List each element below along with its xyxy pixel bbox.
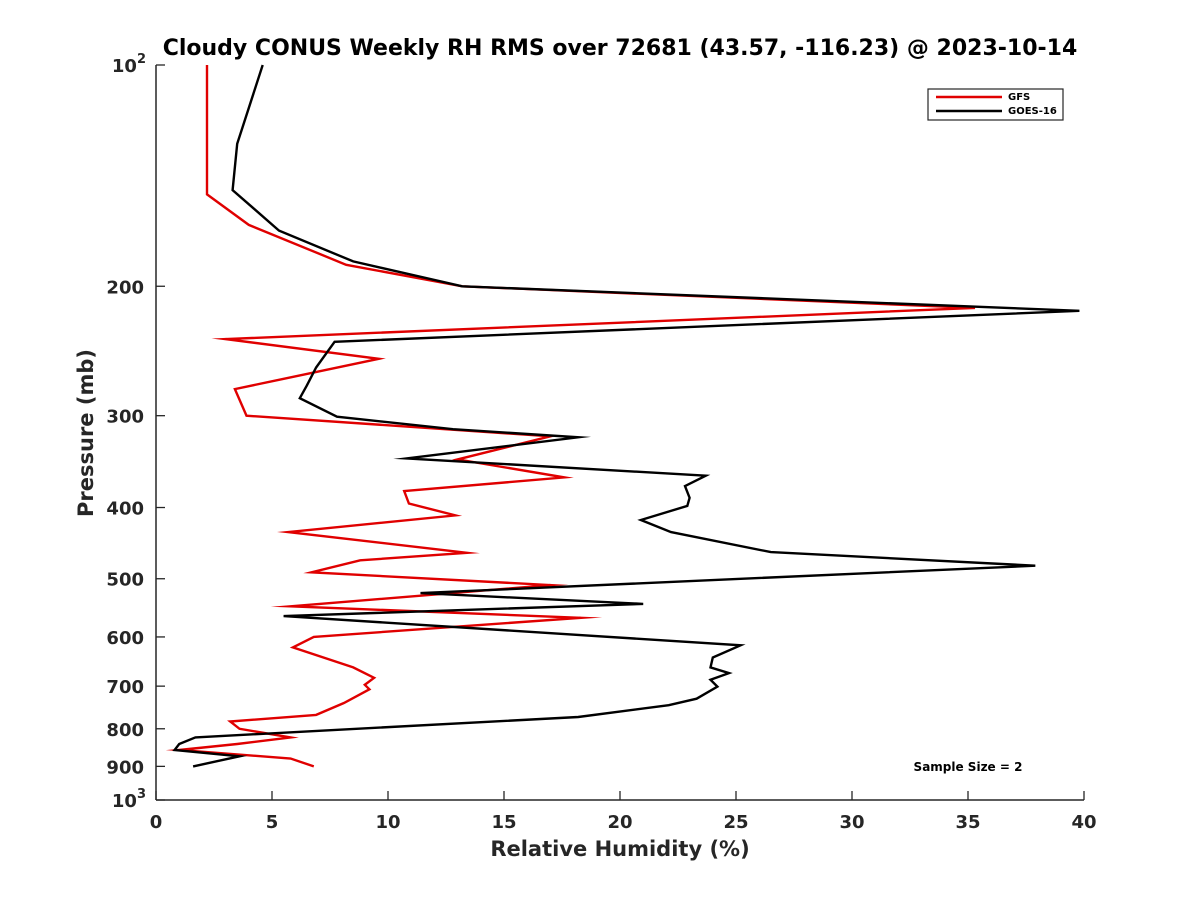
x-tick-label: 15	[491, 812, 516, 833]
x-tick-label: 25	[723, 812, 748, 833]
series-layer	[165, 64, 1080, 768]
y-tick-label: 700	[106, 677, 144, 698]
sample-size-annotation: Sample Size = 2	[914, 760, 1023, 774]
x-tick-label: 20	[607, 812, 632, 833]
y-tick-label: 200	[106, 277, 144, 298]
y-tick-label: 500	[106, 570, 144, 591]
x-tick-label: 0	[150, 812, 163, 833]
y-tick-label: 103	[112, 787, 146, 812]
x-axis-label: Relative Humidity (%)	[490, 837, 749, 861]
y-tick-label: 900	[106, 757, 144, 778]
y-tick-label: 400	[106, 499, 144, 520]
legend-label-gfs: GFS	[1008, 92, 1030, 103]
series-line-gfs	[165, 65, 976, 768]
x-tick-label: 40	[1071, 812, 1096, 833]
x-tick-label: 5	[266, 812, 279, 833]
x-axis-ticks: 0 5 10 15 20 25 30 35 40	[150, 791, 1097, 833]
legend-label-goes16: GOES-16	[1008, 106, 1057, 117]
legend-box	[927, 88, 1064, 121]
series-line-goes-16	[172, 64, 1080, 768]
y-tick-label: 102	[112, 52, 146, 77]
x-tick-label: 30	[839, 812, 864, 833]
x-tick-label: 35	[955, 812, 980, 833]
chart-title: Cloudy CONUS Weekly RH RMS over 72681 (4…	[163, 36, 1078, 61]
y-axis-label: Pressure (mb)	[74, 349, 98, 517]
y-axis-ticks: 102 200 300 400 500 600 700 800 900 103	[106, 52, 165, 812]
y-tick-label: 300	[106, 407, 144, 428]
x-tick-label: 10	[375, 812, 400, 833]
legend: GFS GOES-16	[927, 88, 1064, 121]
y-tick-label: 600	[106, 628, 144, 649]
y-tick-label: 800	[106, 720, 144, 741]
